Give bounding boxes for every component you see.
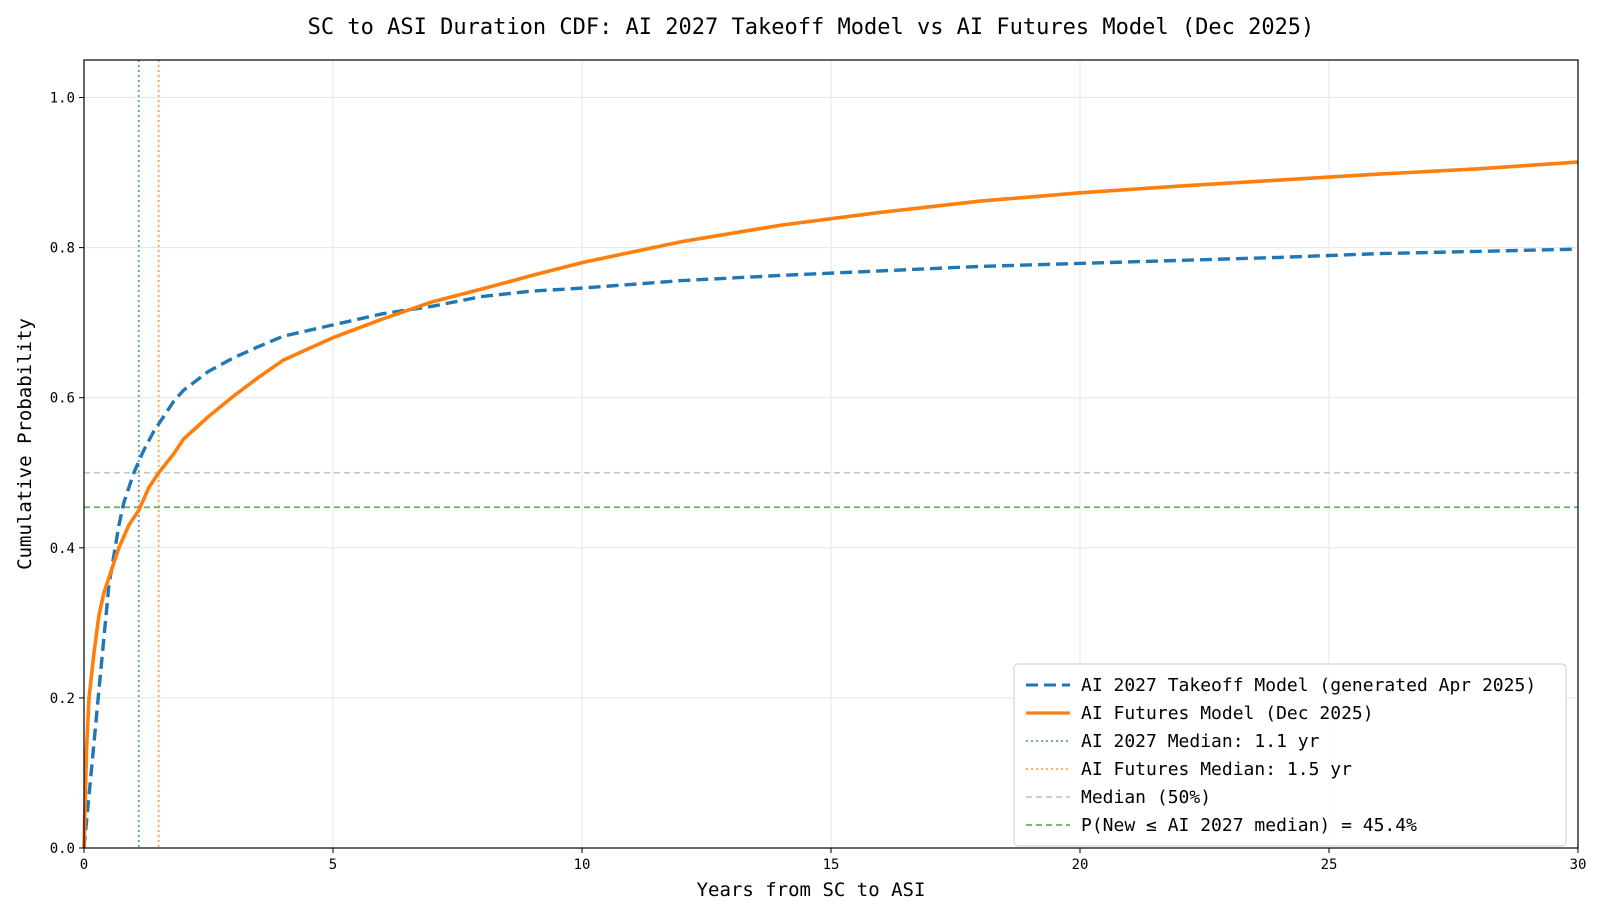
legend: AI 2027 Takeoff Model (generated Apr 202… xyxy=(1013,663,1567,847)
legend-label: Median (50%) xyxy=(1081,787,1211,808)
y-tick-label: 0.2 xyxy=(50,691,75,707)
grid xyxy=(83,60,1579,849)
x-tick-label: 15 xyxy=(823,857,840,873)
reference-lines xyxy=(84,60,1578,848)
legend-label: AI Futures Median: 1.5 yr xyxy=(1081,759,1352,780)
x-tick-label: 10 xyxy=(574,857,591,873)
x-tick-label: 30 xyxy=(1570,857,1587,873)
legend-label: AI Futures Model (Dec 2025) xyxy=(1081,703,1374,724)
x-axis-label: Years from SC to ASI xyxy=(697,879,926,901)
y-tick-label: 0.0 xyxy=(50,841,75,857)
legend-label: P(New ≤ AI 2027 median) = 45.4% xyxy=(1081,815,1417,836)
y-tick-label: 0.8 xyxy=(50,241,75,257)
y-axis-label: Cumulative Probability xyxy=(14,318,36,570)
x-tick-label: 0 xyxy=(80,857,88,873)
x-tick-label: 20 xyxy=(1072,857,1089,873)
legend-label: AI 2027 Median: 1.1 yr xyxy=(1081,731,1320,752)
y-tick-label: 0.6 xyxy=(50,391,75,407)
y-tick-label: 0.4 xyxy=(50,541,75,557)
series-line xyxy=(82,160,1579,849)
legend-label: AI 2027 Takeoff Model (generated Apr 202… xyxy=(1081,675,1536,696)
legend-box xyxy=(1013,663,1567,847)
y-tick-label: 1.0 xyxy=(50,91,75,107)
series-lines xyxy=(82,160,1579,849)
chart-title: SC to ASI Duration CDF: AI 2027 Takeoff … xyxy=(308,15,1315,40)
series-line xyxy=(82,247,1579,849)
x-tick-label: 25 xyxy=(1321,857,1338,873)
x-tick-label: 5 xyxy=(329,857,337,873)
axis-ticks: 0 5 10 15 20 25 30 0.0 0.2 0.4 0.6 0.8 1.0 xyxy=(50,91,1587,873)
